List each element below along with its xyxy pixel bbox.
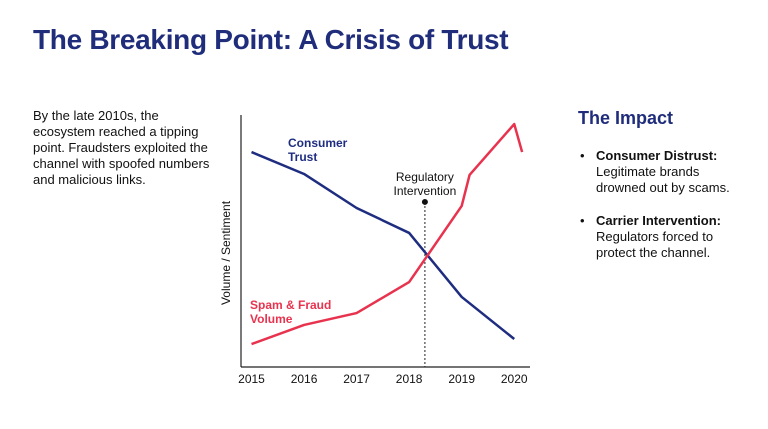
annotation-dot — [421, 198, 428, 205]
bullet: • Carrier Intervention: Regulators forced… — [580, 213, 740, 261]
series-line — [251, 122, 524, 346]
series-label: Consumer Trust — [288, 136, 348, 164]
x-tick-label: 2015 — [238, 372, 265, 386]
bullet-text: Legitimate brands drowned out by scams. — [596, 164, 730, 195]
annotation: Regulatory Intervention — [393, 169, 457, 198]
intro-text: By the late 2010s, the ecosystem reached… — [33, 108, 210, 187]
bullet-label: Consumer Distrust: — [596, 148, 718, 163]
x-tick-label: 2018 — [396, 372, 423, 386]
x-tick-label: 2019 — [448, 372, 475, 386]
bullet-dot: • — [580, 213, 585, 228]
x-tick-label: 2020 — [501, 372, 528, 386]
series-line — [251, 150, 516, 341]
series-label: Spam & Fraud Volume — [250, 298, 332, 326]
bullet-text: Regulators forced to protect the channel… — [596, 229, 714, 260]
bullet-label: Carrier Intervention: — [596, 213, 721, 228]
bullet-dot: • — [580, 148, 585, 163]
impact-heading: The Impact — [578, 108, 674, 128]
x-tick-label: 2017 — [343, 372, 370, 386]
y-axis-label: Volume / Sentiment — [219, 200, 233, 305]
x-tick-label: 2016 — [291, 372, 318, 386]
bullet: • Consumer Distrust: Legitimate brands dr… — [580, 148, 740, 196]
slide-title: The Breaking Point: A Crisis of Trust — [33, 24, 509, 55]
